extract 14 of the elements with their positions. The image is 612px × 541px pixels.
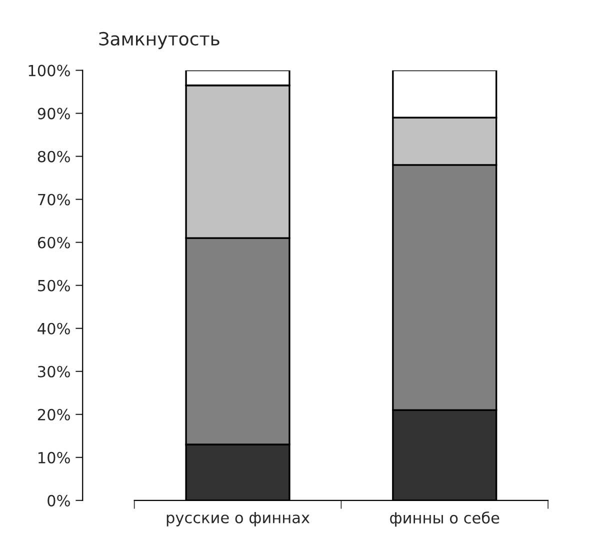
x-tick-label: финны о себе	[390, 512, 500, 527]
x-tick-label: русские о финнах	[166, 512, 310, 526]
y-tick-label: 90%	[38, 108, 70, 120]
y-tick-label: 40%	[38, 322, 70, 334]
y-tick-label: 60%	[38, 236, 70, 248]
y-tick-label: 20%	[38, 408, 70, 420]
y-tick-label: 80%	[38, 150, 70, 162]
y-tick-label: 100%	[28, 64, 70, 76]
y-tick-label: 10%	[38, 452, 70, 464]
chart-title: Замкнутость	[99, 32, 220, 50]
y-tick-label: 70%	[38, 194, 70, 206]
y-tick-label: 30%	[38, 366, 70, 378]
y-tick-label: 50%	[38, 280, 70, 292]
y-tick-label: 0%	[48, 494, 70, 506]
